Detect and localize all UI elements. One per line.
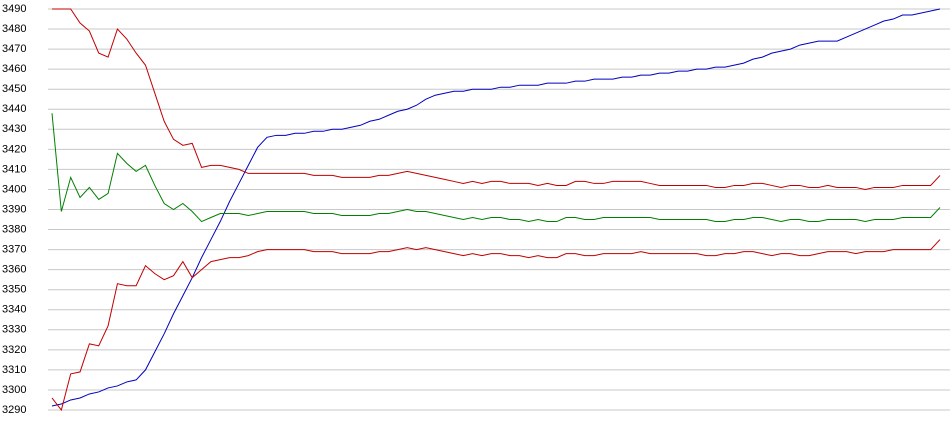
y-tick-label: 3490: [2, 3, 26, 15]
y-tick-label: 3460: [2, 63, 26, 75]
y-tick-label: 3330: [2, 324, 26, 336]
y-tick-label: 3480: [2, 23, 26, 35]
y-tick-label: 3440: [2, 103, 26, 115]
series-line: [51, 113, 941, 223]
series-line: [51, 239, 941, 412]
y-tick-label: 3310: [2, 364, 26, 376]
series-line: [51, 8, 941, 407]
y-tick-label: 3300: [2, 384, 26, 396]
y-tick-label: 3470: [2, 43, 26, 55]
y-tick-label: 3390: [2, 203, 26, 215]
y-tick-label: 3350: [2, 284, 26, 296]
y-tick-label: 3370: [2, 244, 26, 256]
y-tick-label: 3380: [2, 223, 26, 235]
y-tick-label: 3450: [2, 83, 26, 95]
y-tick-label: 3420: [2, 143, 26, 155]
y-tick-label: 3290: [2, 404, 26, 416]
y-tick-label: 3340: [2, 304, 26, 316]
y-tick-label: 3400: [2, 183, 26, 195]
y-tick-label: 3320: [2, 344, 26, 356]
series-line: [52, 8, 941, 190]
y-tick-label: 3430: [2, 123, 26, 135]
y-tick-label: 3410: [2, 163, 26, 175]
y-tick-label: 3360: [2, 264, 26, 276]
